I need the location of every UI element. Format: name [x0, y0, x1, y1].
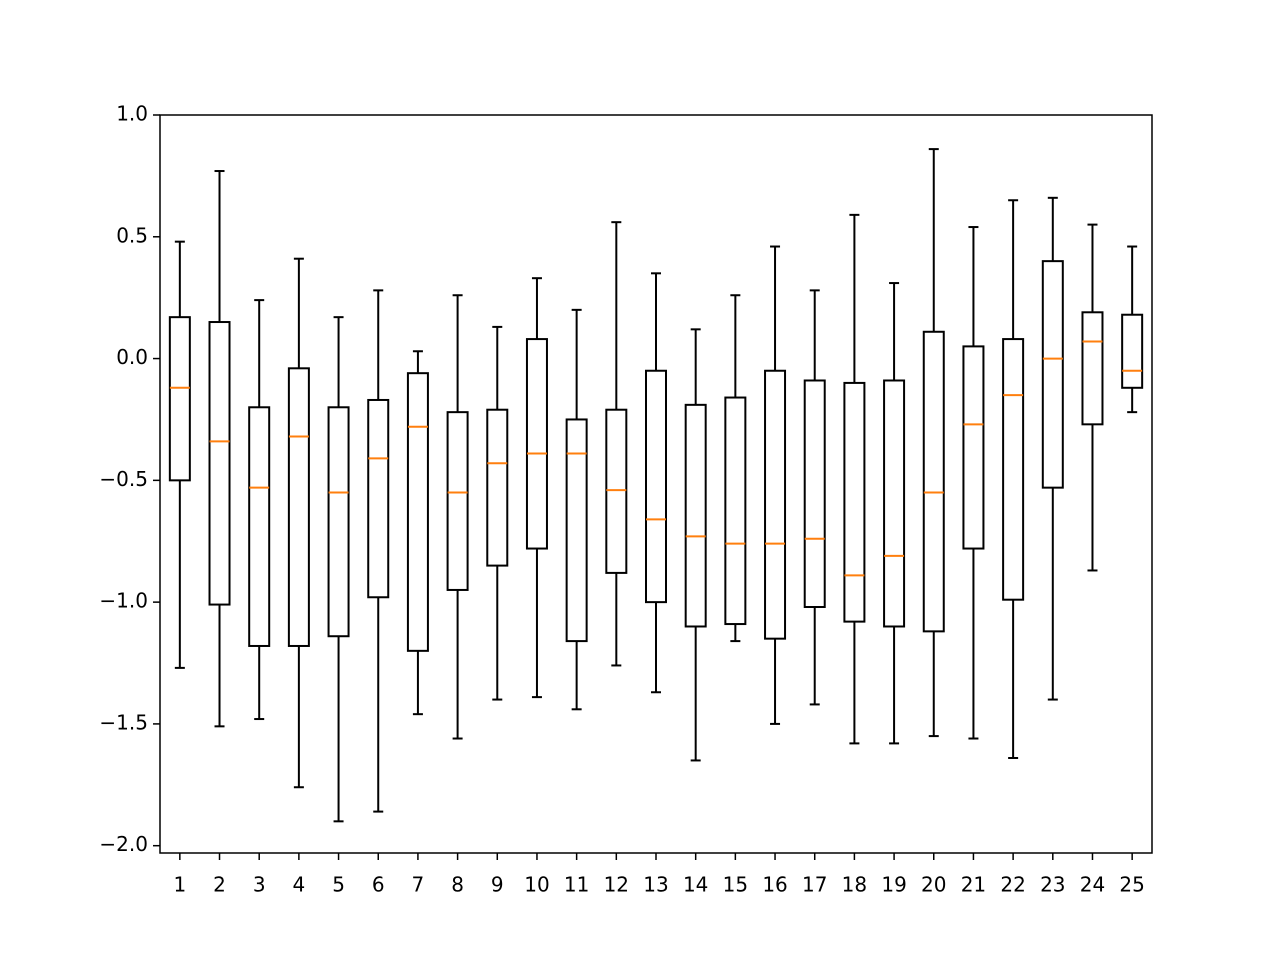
x-tick-label: 10 [524, 873, 549, 897]
box [248, 406, 271, 647]
x-tick-label: 9 [491, 873, 504, 897]
x-tick-label: 7 [412, 873, 425, 897]
box [1002, 338, 1025, 601]
box [367, 398, 390, 599]
x-tick-label: 24 [1080, 873, 1105, 897]
box [883, 379, 906, 628]
box [446, 411, 469, 591]
box [803, 379, 826, 608]
x-tick-label: 11 [564, 873, 589, 897]
x-tick-label: 22 [1000, 873, 1025, 897]
x-tick-label: 3 [253, 873, 266, 897]
box [525, 338, 548, 550]
box [565, 418, 588, 643]
x-tick-label: 17 [802, 873, 827, 897]
x-tick-label: 4 [293, 873, 306, 897]
x-tick-label: 16 [762, 873, 787, 897]
y-tick-label: −1.0 [99, 589, 148, 613]
x-tick-label: 12 [604, 873, 629, 897]
x-tick-label: 23 [1040, 873, 1065, 897]
x-tick-label: 25 [1119, 873, 1144, 897]
x-tick-label: 2 [213, 873, 226, 897]
x-tick-label: 18 [842, 873, 867, 897]
x-tick-label: 8 [451, 873, 464, 897]
box [724, 396, 747, 626]
box [287, 367, 310, 647]
box [684, 403, 707, 628]
box [764, 369, 787, 640]
y-tick-label: 0.0 [116, 345, 148, 369]
y-tick-label: 1.0 [116, 102, 148, 126]
box [1121, 313, 1144, 389]
box [1041, 260, 1064, 489]
box [843, 381, 866, 623]
x-tick-label: 14 [683, 873, 708, 897]
x-tick-label: 15 [723, 873, 748, 897]
x-tick-label: 19 [881, 873, 906, 897]
x-tick-label: 13 [643, 873, 668, 897]
box [922, 330, 945, 633]
box [962, 345, 985, 550]
y-tick-label: 0.5 [116, 223, 148, 247]
box [605, 408, 628, 574]
box [208, 321, 231, 606]
x-tick-label: 20 [921, 873, 946, 897]
box [327, 406, 350, 638]
x-tick-label: 6 [372, 873, 385, 897]
box [1081, 311, 1104, 426]
box [406, 372, 429, 652]
y-tick-label: −2.0 [99, 832, 148, 856]
x-tick-label: 21 [961, 873, 986, 897]
x-tick-label: 1 [173, 873, 186, 897]
box [168, 316, 191, 482]
plot-frame [159, 114, 1153, 854]
box [645, 369, 667, 604]
box [486, 408, 509, 567]
y-tick-label: −1.5 [99, 710, 148, 734]
x-tick-label: 5 [332, 873, 345, 897]
y-tick-label: −0.5 [99, 467, 148, 491]
